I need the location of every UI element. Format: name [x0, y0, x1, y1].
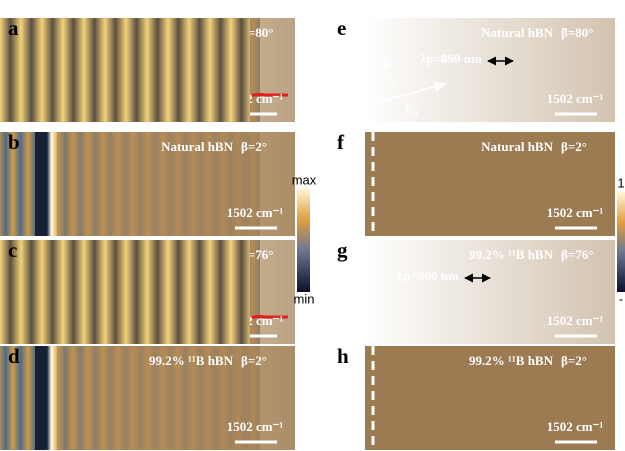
panel: Natural hBN β=80° 1502 cm⁻¹ λp=890 nm β E₀ [0, 18, 615, 122]
edge-bright [47, 132, 57, 236]
colorbar [297, 188, 310, 292]
angle-label: β=2° [561, 139, 587, 154]
image-fade [365, 18, 615, 122]
material-label: Natural hBN [161, 139, 233, 154]
angle-guide [386, 72, 396, 89]
angle-label: β=2° [241, 353, 267, 368]
image [365, 346, 615, 450]
colorbar-2-top: 1 [617, 175, 624, 190]
beta-label: β [383, 54, 390, 69]
material-label: Natural hBN [481, 139, 553, 154]
scale-label: 1502 cm⁻¹ [227, 205, 284, 220]
scale-label: 1502 cm⁻¹ [547, 313, 604, 328]
material-label: Natural hBN [481, 25, 553, 40]
material-label: 99.2% ¹¹B hBN [149, 353, 234, 368]
angle-label: β=2° [561, 353, 587, 368]
panel-letter: g [337, 238, 348, 262]
image-fade [365, 240, 615, 344]
scale-label: 1502 cm⁻¹ [547, 419, 604, 434]
angle-label: β=80° [561, 25, 593, 40]
panel-letter: h [337, 344, 349, 368]
panel-letter: d [8, 344, 20, 368]
material-label: 99.2% ¹¹B hBN [469, 247, 554, 262]
panel-letter: f [337, 130, 345, 154]
angle-label: β=2° [241, 139, 267, 154]
field-label: E₀ [405, 101, 418, 116]
image-fade [35, 132, 295, 236]
panel-letter: b [8, 130, 20, 154]
panel: Natural hBN β=2° 1502 cm⁻¹ [0, 132, 295, 236]
field-arrow [370, 81, 447, 105]
scale-label: 1502 cm⁻¹ [547, 91, 604, 106]
edge-dark [35, 132, 47, 236]
panel: 99.2% ¹¹B hBN β=2° 1502 cm⁻¹ [365, 346, 615, 450]
scale-label: 1502 cm⁻¹ [227, 419, 284, 434]
edge-dark [35, 346, 47, 450]
panel-letter: c [8, 238, 17, 262]
panel: 99.2% ¹¹B hBN β=2° 1502 cm⁻¹ [0, 346, 295, 450]
image-fade [35, 346, 295, 450]
image [0, 240, 250, 344]
material-label: 99.2% ¹¹B hBN [469, 353, 554, 368]
colorbar-min: min [294, 291, 315, 306]
colorbar-2-bottom: - [619, 291, 623, 306]
edge-bright [47, 346, 57, 450]
scale-label: 1502 cm⁻¹ [547, 205, 604, 220]
panel-letter: e [337, 16, 346, 40]
image [0, 18, 250, 122]
panel: 99.2% ¹¹B hBN β=76° 1502 cm⁻¹ λp=860 nm [0, 240, 615, 344]
wavelength-label: λp=860 nm [397, 268, 459, 283]
panel-letter: a [8, 16, 19, 40]
image [365, 132, 615, 236]
panel: Natural hBN β=2° 1502 cm⁻¹ [365, 132, 615, 236]
colorbar-max: max [292, 172, 317, 187]
wavelength-label: λp=890 nm [420, 51, 482, 66]
colorbar-2 [617, 192, 625, 292]
angle-label: β=76° [561, 247, 593, 262]
